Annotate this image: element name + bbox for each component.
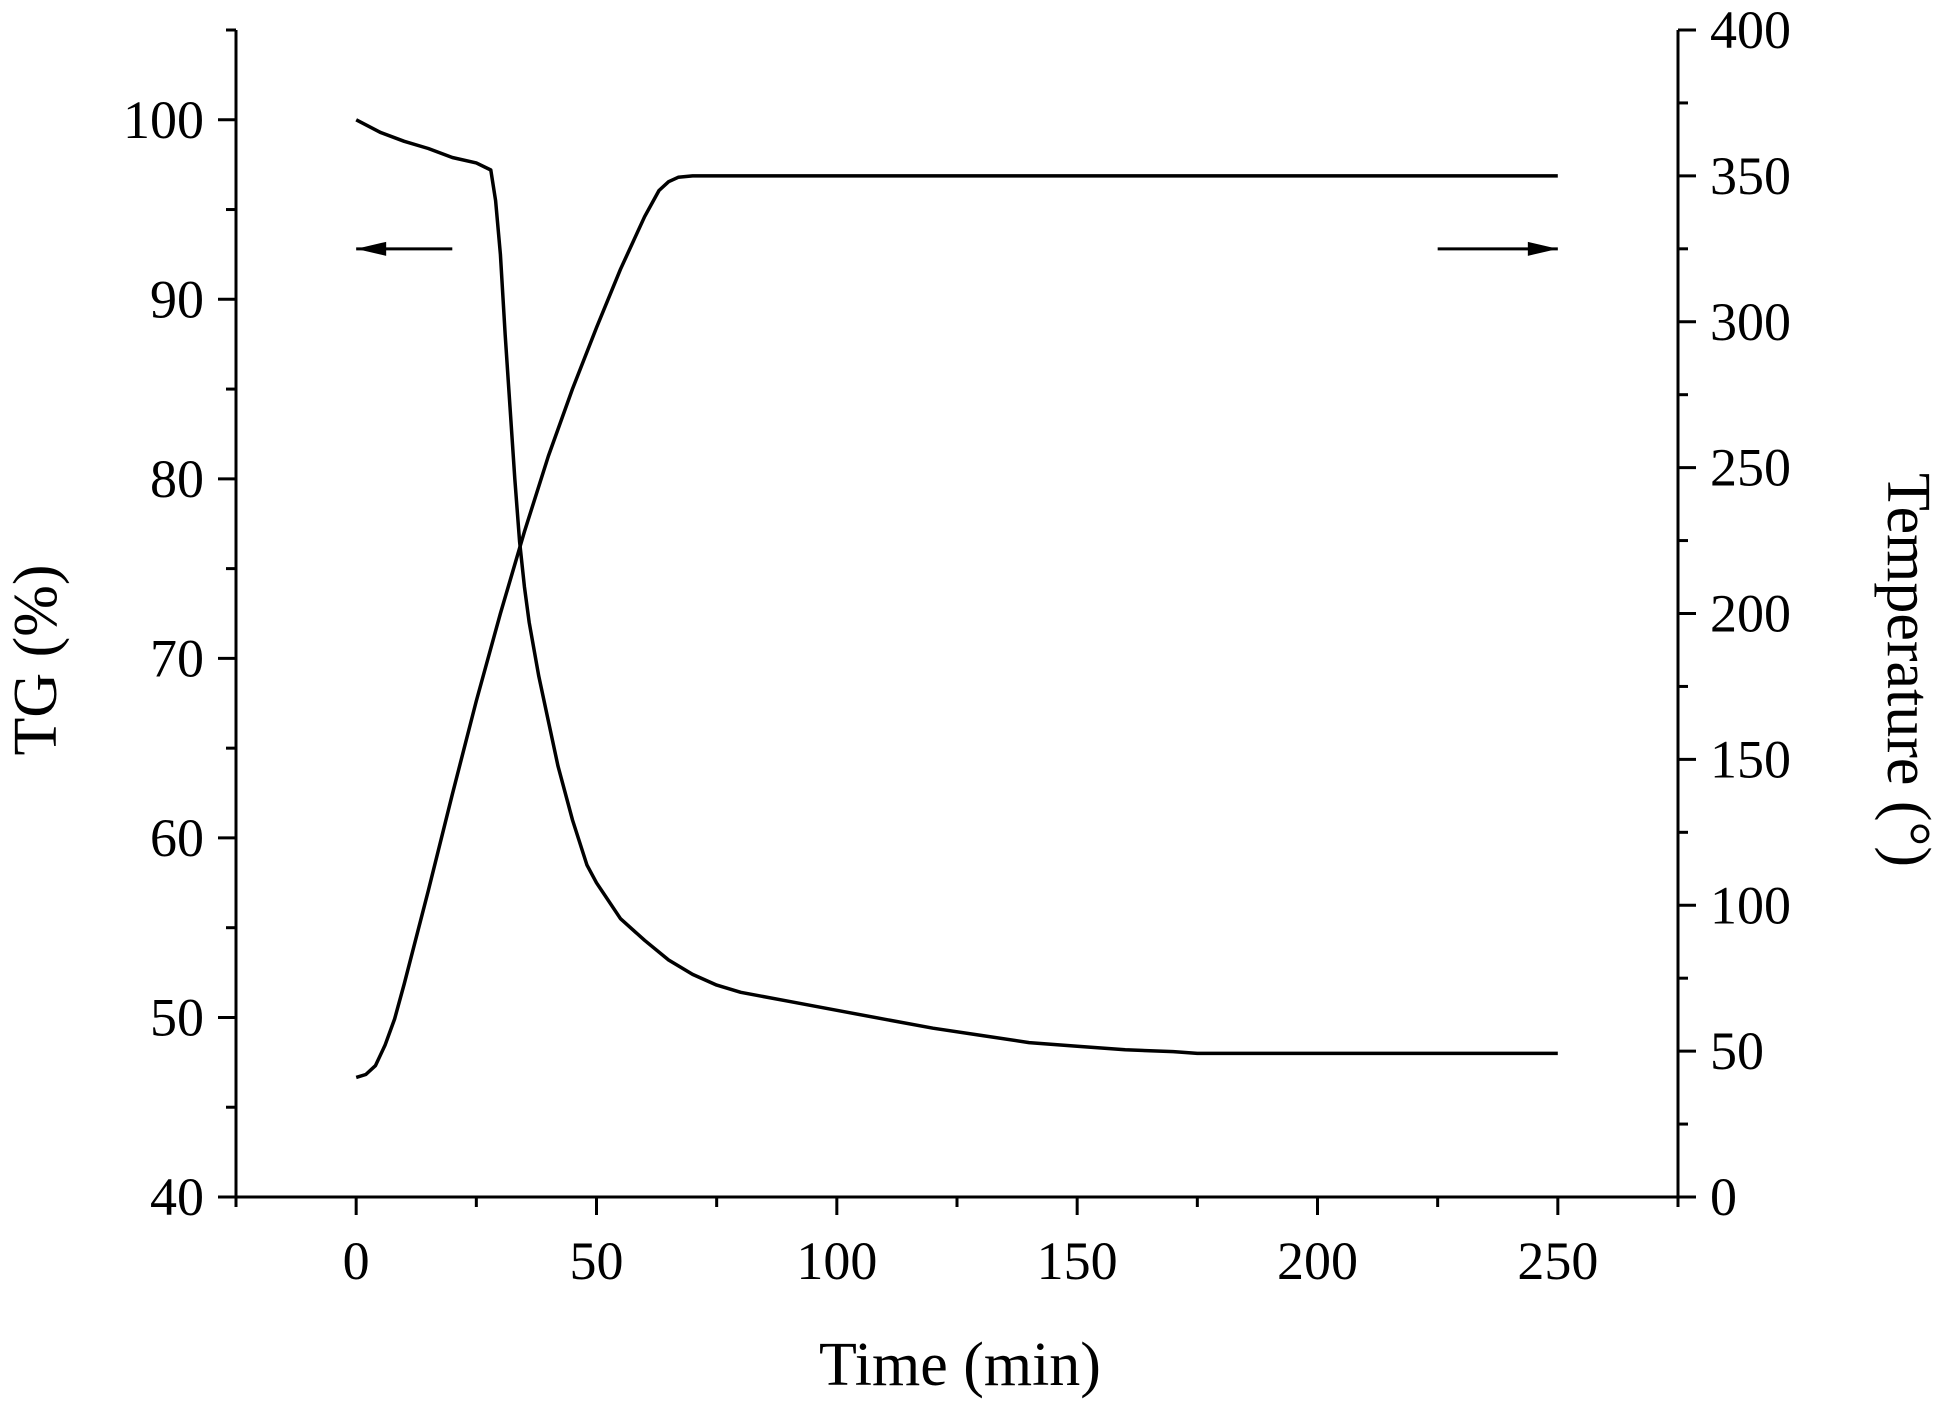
x-tick-label: 0 <box>343 1231 370 1291</box>
right-arrow-head <box>1527 241 1558 256</box>
y-tick-label: 50 <box>150 987 204 1047</box>
y-tick-label: 90 <box>150 269 204 329</box>
x-tick-label: 150 <box>1037 1231 1118 1291</box>
y-tick-label: 80 <box>150 449 204 509</box>
temperature-line <box>355 174 1558 1080</box>
y2-tick-label: 150 <box>1710 729 1791 789</box>
y-tick-label: 60 <box>150 808 204 868</box>
y-axis-title: TG (%) <box>2 564 70 755</box>
y-tick-label: 100 <box>123 90 204 150</box>
y2-tick-label: 250 <box>1710 438 1791 498</box>
x-tick-label: 100 <box>796 1231 877 1291</box>
y2-tick-label: 100 <box>1710 875 1791 935</box>
y2-tick-label: 350 <box>1710 146 1791 206</box>
y2-tick-label: 400 <box>1710 0 1791 60</box>
y2-tick-label: 0 <box>1710 1167 1737 1227</box>
x-axis-title: Time (min) <box>819 1331 1101 1399</box>
x-tick-label: 50 <box>570 1231 624 1291</box>
tg-line <box>355 118 1558 1056</box>
y-tick-label: 40 <box>150 1167 204 1227</box>
y-tick-label: 70 <box>150 628 204 688</box>
y2-tick-label: 300 <box>1710 292 1791 352</box>
y2-tick-label: 50 <box>1710 1021 1764 1081</box>
x-tick-label: 250 <box>1517 1231 1598 1291</box>
x-tick-label: 200 <box>1277 1231 1358 1291</box>
left-arrow-head <box>356 241 387 256</box>
y2-tick-label: 200 <box>1710 584 1791 644</box>
y2-axis-title: Temperature (°) <box>1874 473 1937 867</box>
